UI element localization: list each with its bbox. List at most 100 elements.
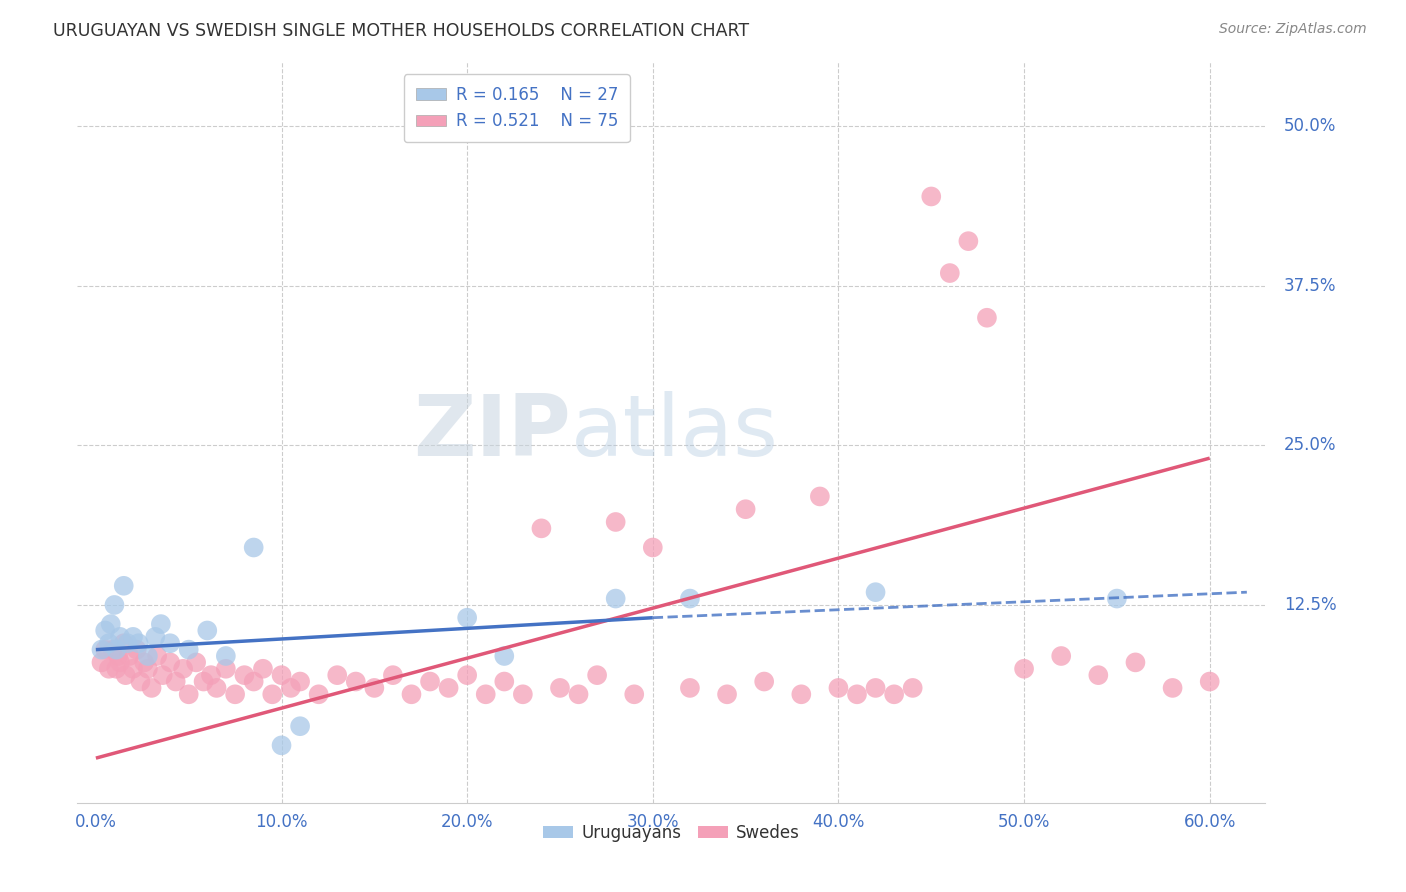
Point: [808, 490, 831, 504]
Point: [146, 648, 169, 663]
Point: [262, 687, 284, 701]
Point: [94, 642, 117, 657]
Text: Source: ZipAtlas.com: Source: ZipAtlas.com: [1219, 22, 1367, 37]
Point: [105, 642, 128, 657]
Point: [233, 668, 256, 682]
Point: [108, 656, 131, 670]
Point: [117, 636, 139, 650]
Point: [105, 662, 128, 676]
Point: [586, 668, 609, 682]
Point: [125, 642, 148, 657]
Point: [118, 648, 141, 663]
Point: [195, 624, 218, 638]
Point: [381, 668, 404, 682]
Text: 50.0%: 50.0%: [1284, 117, 1336, 136]
Point: [308, 687, 330, 701]
Point: [865, 681, 887, 695]
Point: [100, 617, 122, 632]
Point: [270, 668, 292, 682]
Point: [1105, 591, 1128, 606]
Point: [419, 674, 441, 689]
Point: [1125, 656, 1147, 670]
Text: atlas: atlas: [571, 391, 779, 475]
Point: [90, 656, 112, 670]
Point: [165, 674, 187, 689]
Point: [172, 662, 194, 676]
Point: [827, 681, 849, 695]
Point: [159, 656, 181, 670]
Point: [456, 668, 478, 682]
Point: [186, 656, 208, 670]
Point: [456, 610, 478, 624]
Point: [754, 674, 776, 689]
Point: [114, 668, 136, 682]
Point: [679, 681, 702, 695]
Point: [679, 591, 702, 606]
Point: [401, 687, 423, 701]
Point: [530, 521, 553, 535]
Point: [344, 674, 367, 689]
Point: [112, 636, 135, 650]
Point: [252, 662, 274, 676]
Point: [101, 642, 124, 657]
Point: [1161, 681, 1184, 695]
Point: [790, 687, 813, 701]
Point: [200, 668, 222, 682]
Point: [716, 687, 738, 701]
Point: [97, 662, 120, 676]
Point: [134, 656, 156, 670]
Point: [865, 585, 887, 599]
Point: [326, 668, 349, 682]
Point: [548, 681, 571, 695]
Point: [242, 674, 264, 689]
Point: [641, 541, 664, 555]
Point: [280, 681, 302, 695]
Text: URUGUAYAN VS SWEDISH SINGLE MOTHER HOUSEHOLDS CORRELATION CHART: URUGUAYAN VS SWEDISH SINGLE MOTHER HOUSE…: [53, 22, 749, 40]
Point: [512, 687, 534, 701]
Point: [474, 687, 496, 701]
Point: [976, 310, 998, 325]
Point: [1012, 662, 1035, 676]
Point: [215, 648, 238, 663]
Point: [205, 681, 228, 695]
Point: [136, 662, 159, 676]
Point: [122, 630, 145, 644]
Point: [159, 636, 181, 650]
Text: 12.5%: 12.5%: [1284, 596, 1337, 614]
Text: 25.0%: 25.0%: [1284, 436, 1337, 454]
Point: [1087, 668, 1109, 682]
Point: [90, 642, 112, 657]
Text: ZIP: ZIP: [412, 391, 571, 475]
Point: [177, 642, 200, 657]
Point: [437, 681, 460, 695]
Point: [94, 624, 117, 638]
Point: [605, 591, 627, 606]
Point: [494, 648, 516, 663]
Point: [136, 648, 159, 663]
Point: [846, 687, 869, 701]
Point: [193, 674, 215, 689]
Point: [177, 687, 200, 701]
Point: [901, 681, 924, 695]
Point: [224, 687, 246, 701]
Point: [623, 687, 645, 701]
Point: [141, 681, 163, 695]
Point: [1198, 674, 1220, 689]
Point: [957, 234, 980, 248]
Point: [883, 687, 905, 701]
Point: [288, 719, 311, 733]
Point: [122, 662, 145, 676]
Point: [149, 617, 172, 632]
Point: [112, 579, 135, 593]
Point: [494, 674, 516, 689]
Point: [567, 687, 589, 701]
Point: [108, 630, 131, 644]
Point: [734, 502, 756, 516]
Point: [129, 674, 152, 689]
Point: [363, 681, 385, 695]
Point: [1050, 648, 1073, 663]
Point: [152, 668, 174, 682]
Point: [128, 636, 150, 650]
Point: [103, 598, 125, 612]
Point: [920, 189, 942, 203]
